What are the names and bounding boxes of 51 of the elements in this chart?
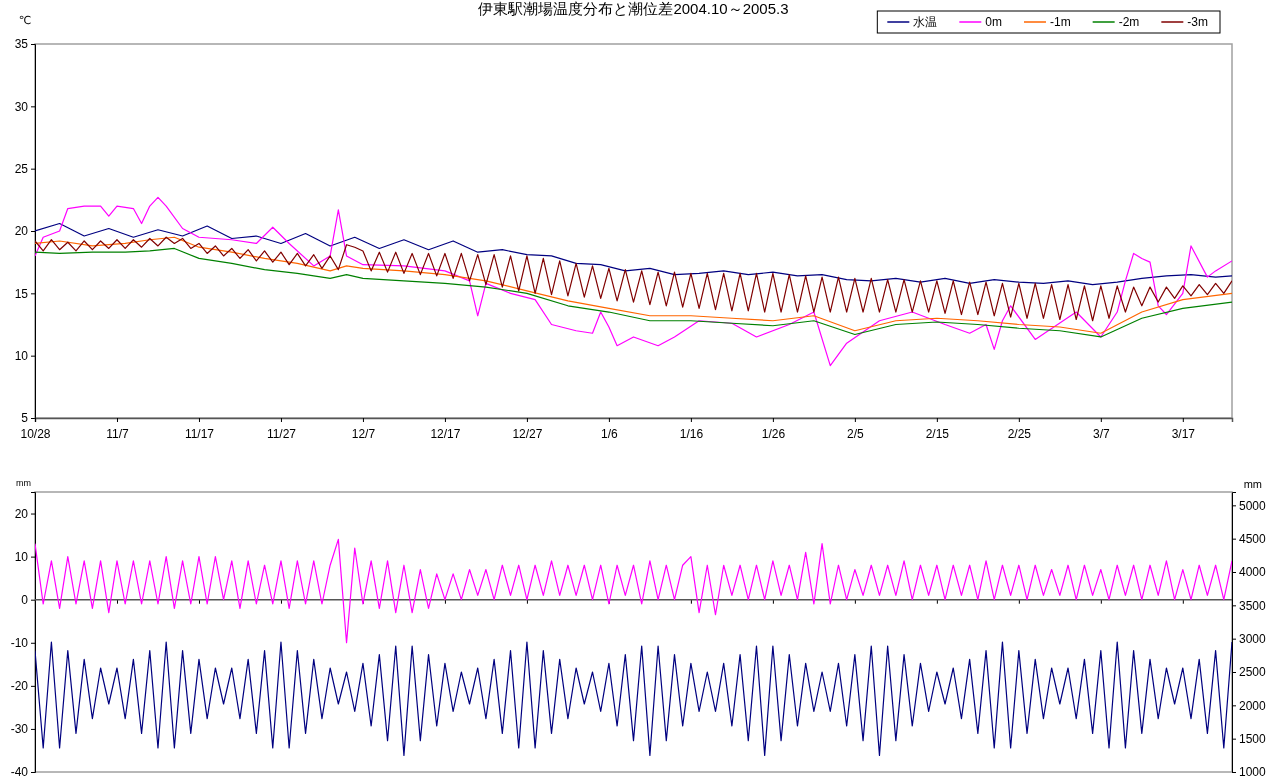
y-tick-label: -40 [10, 765, 29, 778]
y-tick-label: 10 [14, 349, 29, 364]
line-series [35, 196, 1232, 367]
y2-axis-title: mm [1243, 478, 1262, 490]
y-tick-label: 30 [14, 99, 29, 114]
x-tick-label: 3/17 [1171, 427, 1196, 442]
x-tick-label: 12/27 [512, 427, 543, 442]
y-tick-label: -30 [10, 722, 29, 737]
y-axis-title: mm [16, 478, 31, 488]
y2-tick-label: 4000 [1239, 565, 1267, 580]
y-tick-label: 25 [14, 162, 29, 177]
x-tick-label: 1/16 [679, 427, 704, 442]
y-tick-label: 5 [21, 411, 29, 426]
y2-tick-label: 1000 [1239, 765, 1267, 778]
x-tick-label: 1/6 [601, 427, 619, 442]
x-tick-label: 10/28 [20, 427, 51, 442]
y2-tick-label: 4500 [1239, 532, 1267, 547]
y-tick-label: 15 [14, 286, 29, 301]
legend-label: 0m [985, 15, 1002, 29]
x-tick-label: 12/17 [430, 427, 461, 442]
y-tick-label: 20 [14, 224, 29, 239]
y-tick-label: 10 [14, 549, 29, 564]
y2-tick-label: 2000 [1239, 698, 1267, 713]
legend-label: 水温 [913, 15, 938, 29]
x-tick-label: 1/26 [761, 427, 786, 442]
y2-tick-label: 3000 [1239, 632, 1267, 647]
line-series [35, 538, 1232, 644]
chart-title: 伊東駅潮場温度分布と潮位差2004.10～2005.3 [478, 0, 789, 17]
x-tick-label: 2/5 [847, 427, 865, 442]
y2-tick-label: 5000 [1239, 498, 1267, 513]
y-tick-label: 20 [14, 506, 29, 521]
x-tick-label: 11/7 [106, 427, 130, 442]
y2-tick-label: 3500 [1239, 598, 1267, 613]
x-tick-label: 12/7 [351, 427, 376, 442]
y-tick-label: -20 [10, 679, 29, 694]
y2-tick-label: 2500 [1239, 665, 1267, 680]
y-tick-label: 35 [14, 37, 29, 52]
y2-tick-label: 1500 [1239, 732, 1267, 747]
y-tick-label: -10 [10, 636, 29, 651]
line-series [35, 641, 1232, 756]
y-axis-title: ℃ [18, 14, 31, 26]
x-tick-label: 11/17 [184, 427, 215, 442]
x-tick-label: 2/25 [1007, 427, 1032, 442]
x-tick-label: 2/15 [925, 427, 950, 442]
x-tick-label: 11/27 [266, 427, 297, 442]
legend-label: -2m [1118, 15, 1140, 29]
x-tick-label: 3/7 [1092, 427, 1110, 442]
line-series [35, 222, 1232, 286]
legend-label: -3m [1187, 15, 1208, 29]
legend-label: -1m [1049, 15, 1071, 29]
y-tick-label: 0 [21, 593, 29, 608]
